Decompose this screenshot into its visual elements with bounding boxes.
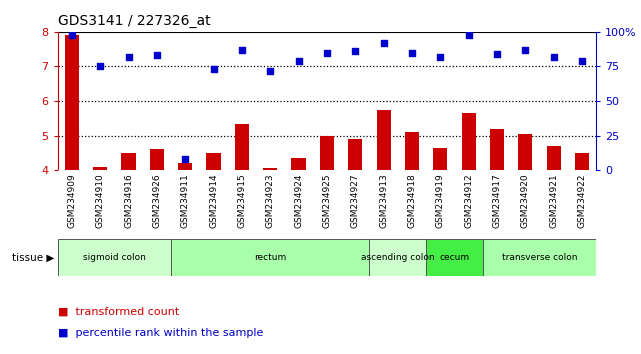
- Bar: [206, 153, 221, 170]
- Text: GSM234921: GSM234921: [549, 174, 558, 228]
- Point: [378, 40, 388, 46]
- Text: GSM234916: GSM234916: [124, 174, 133, 228]
- Text: transverse colon: transverse colon: [502, 253, 577, 262]
- Text: GSM234922: GSM234922: [578, 174, 587, 228]
- Point: [208, 67, 219, 72]
- Text: GSM234925: GSM234925: [322, 174, 331, 228]
- Point: [124, 54, 134, 59]
- Text: GSM234926: GSM234926: [153, 174, 162, 228]
- Text: ascending colon: ascending colon: [361, 253, 435, 262]
- Text: GSM234910: GSM234910: [96, 174, 104, 228]
- Point: [492, 51, 502, 57]
- Text: GSM234915: GSM234915: [237, 174, 246, 228]
- Bar: [292, 158, 306, 170]
- Text: GSM234911: GSM234911: [181, 174, 190, 228]
- Bar: [490, 129, 504, 170]
- Point: [237, 47, 247, 53]
- Text: GSM234919: GSM234919: [436, 174, 445, 228]
- Point: [350, 48, 360, 54]
- Text: GSM234918: GSM234918: [408, 174, 417, 228]
- Text: tissue ▶: tissue ▶: [12, 253, 55, 263]
- Text: GSM234927: GSM234927: [351, 174, 360, 228]
- Point: [294, 58, 304, 64]
- Point: [322, 50, 332, 56]
- Bar: [433, 148, 447, 170]
- Point: [577, 58, 587, 64]
- Text: GDS3141 / 227326_at: GDS3141 / 227326_at: [58, 14, 210, 28]
- Bar: [405, 132, 419, 170]
- Point: [435, 54, 445, 59]
- Bar: [150, 149, 164, 170]
- Text: GSM234920: GSM234920: [520, 174, 529, 228]
- Text: GSM234924: GSM234924: [294, 174, 303, 228]
- Text: GSM234917: GSM234917: [492, 174, 501, 228]
- Text: rectum: rectum: [254, 253, 287, 262]
- Text: GSM234912: GSM234912: [464, 174, 473, 228]
- Point: [549, 54, 559, 59]
- Point: [520, 47, 530, 53]
- Point: [407, 50, 417, 56]
- Text: cecum: cecum: [439, 253, 469, 262]
- Bar: [121, 153, 136, 170]
- Bar: [369, 239, 426, 276]
- Text: GSM234909: GSM234909: [67, 174, 76, 228]
- Bar: [376, 110, 390, 170]
- Bar: [348, 139, 362, 170]
- Text: ■  transformed count: ■ transformed count: [58, 307, 179, 316]
- Bar: [483, 239, 596, 276]
- Bar: [547, 146, 561, 170]
- Text: sigmoid colon: sigmoid colon: [83, 253, 146, 262]
- Bar: [58, 239, 171, 276]
- Point: [180, 156, 190, 162]
- Point: [152, 52, 162, 58]
- Point: [95, 64, 105, 69]
- Point: [463, 32, 474, 38]
- Point: [265, 68, 276, 73]
- Text: GSM234923: GSM234923: [266, 174, 275, 228]
- Bar: [462, 113, 476, 170]
- Bar: [320, 136, 334, 170]
- Bar: [235, 124, 249, 170]
- Bar: [178, 163, 192, 170]
- Bar: [575, 153, 589, 170]
- Bar: [263, 169, 278, 170]
- Bar: [171, 239, 369, 276]
- Bar: [426, 239, 483, 276]
- Bar: [93, 167, 107, 170]
- Text: ■  percentile rank within the sample: ■ percentile rank within the sample: [58, 328, 263, 338]
- Point: [67, 32, 77, 38]
- Text: GSM234914: GSM234914: [209, 174, 218, 228]
- Bar: [65, 35, 79, 170]
- Bar: [518, 134, 533, 170]
- Text: GSM234913: GSM234913: [379, 174, 388, 228]
